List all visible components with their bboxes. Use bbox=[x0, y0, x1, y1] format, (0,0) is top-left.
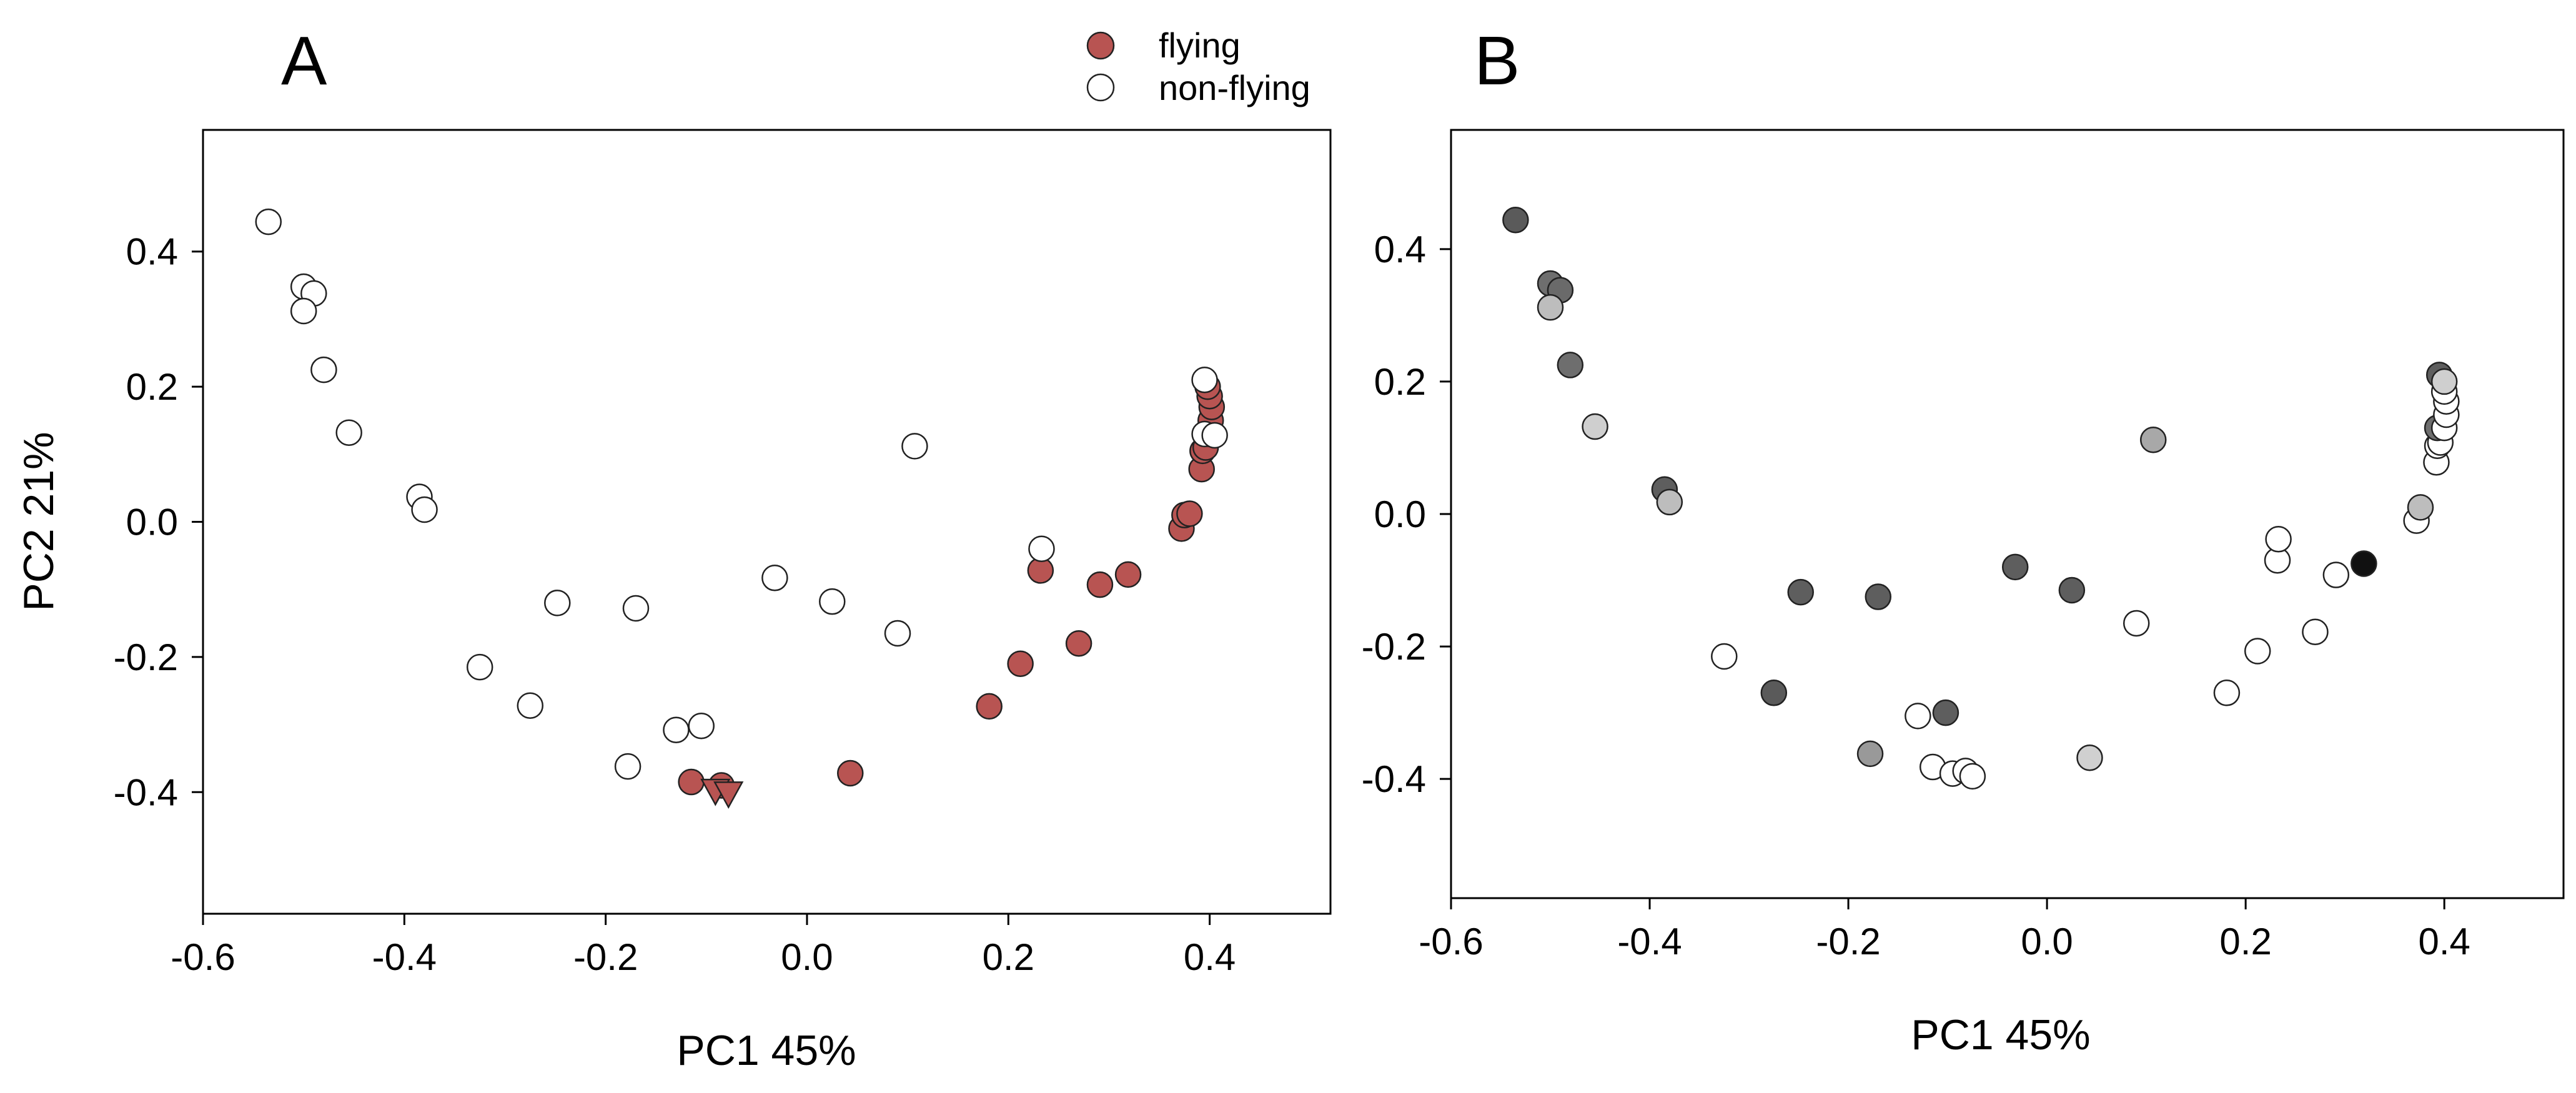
panel-a-points bbox=[255, 208, 1228, 809]
panel-b-point bbox=[2322, 561, 2350, 588]
panel-a-y-axis-label: PC2 21% bbox=[15, 432, 62, 611]
legend: flying non-flying bbox=[1086, 26, 1310, 107]
panel-b-point bbox=[1582, 413, 1608, 440]
panel-b-x-tick-label: 0.4 bbox=[2418, 921, 2470, 962]
panel-a: A -0.6 -0.4 -0.2 0.0 0.2 0.4 0.4 0.2 0.0 -0.2 -0.4… bbox=[15, 22, 1332, 1074]
panel-a-point-non-flying bbox=[255, 208, 282, 235]
panel-a-x-tick-label: -0.2 bbox=[573, 936, 638, 978]
panel-a-point-non-flying bbox=[1191, 367, 1218, 393]
panel-a-point-non-flying bbox=[290, 297, 317, 325]
panel-a-point-non-flying bbox=[335, 419, 362, 446]
panel-a-point-flying bbox=[1176, 500, 1203, 527]
panel-b-point bbox=[1537, 294, 1564, 321]
panel-b-point bbox=[1502, 206, 1529, 234]
panel-a-point-flying bbox=[976, 693, 1003, 720]
panel-a-x-tick-label: -0.6 bbox=[171, 936, 235, 978]
panel-a-x-tick-label: 0.2 bbox=[983, 936, 1034, 978]
panel-b-y-tick-label: -0.2 bbox=[1362, 626, 1426, 668]
panel-a-point-non-flying bbox=[544, 590, 571, 616]
panel-a-y-tick-label: 0.4 bbox=[126, 231, 178, 273]
panel-a-y-tick-label: -0.4 bbox=[114, 771, 178, 813]
legend-flying-label: flying bbox=[1159, 26, 1241, 65]
panel-b-x-tick-label: -0.6 bbox=[1419, 921, 1483, 962]
panel-b-point bbox=[2244, 638, 2271, 665]
panel-b-point bbox=[2302, 618, 2329, 645]
panel-b-point bbox=[2058, 576, 2086, 604]
panel-a-y-tick-label: -0.2 bbox=[114, 636, 178, 678]
panel-b-x-axis-label: PC1 45% bbox=[1911, 1011, 2090, 1059]
legend-non-flying-marker bbox=[1086, 73, 1115, 102]
panel-a-point-non-flying bbox=[1028, 535, 1055, 563]
panel-a-point-non-flying bbox=[466, 653, 493, 681]
panel-a-point-non-flying bbox=[310, 356, 337, 383]
panel-a-point-non-flying bbox=[622, 595, 650, 622]
panel-a-x-tick-label: 0.0 bbox=[781, 936, 833, 978]
panel-b-point bbox=[2407, 494, 2434, 521]
panel-a-point-flying bbox=[1007, 650, 1034, 677]
panel-a-point-flying bbox=[1114, 561, 1142, 588]
panel-b: B -0.6 -0.4 -0.2 0.0 0.2 0.4 0.4 0.2 0.0 -0.2 -0.4… bbox=[1362, 22, 2565, 1059]
panel-a-y-tick-label: 0.0 bbox=[126, 502, 178, 543]
panel-b-x-tick-label: -0.2 bbox=[1816, 921, 1880, 962]
panel-a-axes: -0.6 -0.4 -0.2 0.0 0.2 0.4 0.4 0.2 0.0 -0.2 -0.4 bbox=[114, 231, 1236, 978]
panel-b-point bbox=[1865, 583, 1892, 610]
panel-a-point-non-flying bbox=[517, 692, 544, 720]
panel-b-point bbox=[1711, 643, 1738, 670]
panel-b-point bbox=[1905, 703, 1931, 729]
panel-a-y-tick-label: 0.2 bbox=[126, 366, 178, 408]
panel-b-point bbox=[2140, 426, 2167, 453]
panel-a-point-non-flying bbox=[819, 588, 846, 615]
panel-a-point-flying bbox=[1086, 571, 1114, 598]
legend-flying-marker bbox=[1086, 31, 1115, 60]
panel-b-axes: -0.6 -0.4 -0.2 0.0 0.2 0.4 0.4 0.2 0.0 -0.2 -0.4 bbox=[1362, 229, 2470, 962]
panel-a-point-flying bbox=[678, 768, 705, 796]
panel-a-label: A bbox=[281, 22, 327, 99]
panel-b-point bbox=[1656, 488, 1683, 516]
panel-b-point bbox=[1856, 740, 1884, 768]
panel-b-point bbox=[2001, 553, 2029, 581]
panel-a-point-non-flying bbox=[1201, 422, 1228, 449]
panel-b-y-tick-label: 0.2 bbox=[1374, 361, 1426, 403]
panel-a-point-non-flying bbox=[614, 753, 642, 780]
panel-b-point bbox=[1557, 352, 1584, 378]
panel-b-point bbox=[2123, 610, 2150, 637]
panel-a-point-non-flying bbox=[884, 620, 911, 647]
panel-b-point bbox=[2351, 550, 2377, 577]
panel-a-point-non-flying bbox=[901, 433, 928, 460]
panel-a-point-flying bbox=[837, 759, 864, 787]
panel-b-x-tick-label: 0.2 bbox=[2219, 921, 2271, 962]
panel-a-x-axis-label: PC1 45% bbox=[676, 1027, 856, 1074]
panel-b-point bbox=[2265, 526, 2292, 553]
panel-b-point bbox=[1932, 699, 1959, 726]
panel-b-point bbox=[2430, 368, 2458, 395]
panel-a-point-non-flying bbox=[688, 712, 715, 739]
panel-b-x-tick-label: 0.0 bbox=[2021, 921, 2073, 962]
panel-a-x-tick-label: 0.4 bbox=[1184, 936, 1236, 978]
panel-b-y-tick-label: 0.4 bbox=[1374, 229, 1426, 270]
legend-non-flying-label: non-flying bbox=[1159, 68, 1310, 107]
panel-b-points bbox=[1502, 206, 2460, 790]
panel-b-point bbox=[1959, 763, 1986, 790]
panel-b-point bbox=[2076, 744, 2103, 771]
panel-a-x-tick-label: -0.4 bbox=[372, 936, 437, 978]
panel-b-y-tick-label: 0.0 bbox=[1374, 493, 1426, 535]
panel-a-point-non-flying bbox=[663, 716, 690, 743]
panel-a-point-non-flying bbox=[411, 496, 438, 523]
panel-a-point-flying-triangle bbox=[713, 781, 744, 809]
panel-b-x-tick-label: -0.4 bbox=[1617, 921, 1682, 962]
panel-b-y-tick-label: -0.4 bbox=[1362, 758, 1426, 800]
panel-a-point-non-flying bbox=[761, 565, 788, 591]
panel-b-label: B bbox=[1474, 22, 1520, 99]
panel-b-point bbox=[2213, 680, 2241, 706]
panel-b-point bbox=[1760, 680, 1788, 706]
panel-b-point bbox=[1787, 578, 1814, 606]
panel-a-point-flying bbox=[1065, 630, 1092, 657]
